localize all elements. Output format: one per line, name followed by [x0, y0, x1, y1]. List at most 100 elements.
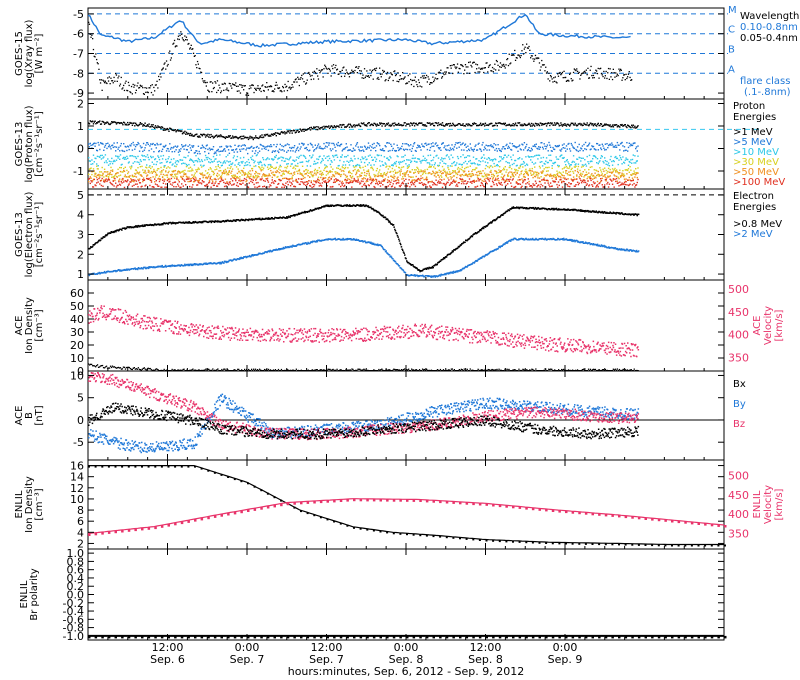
- proton-series-0-point: [105, 122, 107, 124]
- proton-series-0-point: [515, 124, 518, 127]
- proton-series-1-point: [171, 151, 173, 153]
- proton-series-5-point: [352, 180, 355, 182]
- proton-series-0-point: [484, 122, 487, 124]
- proton-series-5-point: [305, 181, 308, 183]
- proton-series-5-point: [613, 186, 615, 188]
- proton-series-2-point: [532, 156, 534, 158]
- proton-series-4-point: [227, 172, 229, 175]
- proton-series-0-point: [120, 122, 122, 124]
- xray-short-series-point: [502, 65, 504, 67]
- proton-series-2-point: [208, 157, 211, 160]
- proton-series-5-point: [464, 180, 467, 182]
- proton-series-2-point: [304, 156, 306, 158]
- proton-series-4-point: [331, 176, 333, 178]
- proton-series-5-point: [489, 177, 491, 180]
- proton-series-3-point: [232, 174, 235, 176]
- proton-series-5-point: [454, 181, 456, 183]
- proton-series-2-point: [372, 159, 374, 161]
- proton-series-5-point: [458, 182, 460, 184]
- proton-series-2-point: [518, 158, 520, 160]
- proton-series-5-point: [565, 183, 567, 185]
- proton-series-3-point: [597, 173, 599, 175]
- proton-series-5-point: [394, 180, 397, 182]
- proton-series-5-point: [412, 182, 414, 185]
- xray-short-series-point: [499, 62, 502, 64]
- proton-series-0-point: [294, 132, 297, 134]
- proton-series-5-point: [226, 182, 228, 184]
- proton-series-3-point: [146, 167, 148, 169]
- proton-series-1-point: [485, 144, 487, 146]
- proton-series-1-point: [351, 150, 353, 152]
- proton-series-1-point: [588, 143, 590, 146]
- xray-short-series-point: [535, 57, 537, 59]
- proton-series-0-point: [340, 126, 343, 128]
- proton-series-0-point: [232, 137, 235, 139]
- proton-series-2-point: [91, 159, 93, 161]
- xray-short-series-point: [584, 70, 586, 72]
- proton-series-5-point: [147, 178, 149, 180]
- xray-short-series-point: [420, 76, 422, 79]
- proton-series-5-point: [318, 185, 320, 187]
- proton-series-0-point: [565, 124, 567, 126]
- proton-series-0-point: [530, 122, 533, 125]
- proton-series-1-point: [551, 150, 553, 152]
- proton-series-3-point: [278, 166, 281, 168]
- proton-series-3-point: [109, 173, 111, 175]
- xray-short-series-point: [343, 66, 345, 68]
- proton-series-4-point: [196, 180, 199, 182]
- proton-series-0-point: [336, 125, 339, 127]
- proton-series-3-point: [281, 175, 283, 177]
- xray-short-series-point: [237, 85, 239, 87]
- proton-series-5-point: [406, 185, 408, 187]
- proton-series-3-point: [580, 166, 583, 168]
- proton-series-4-point: [173, 170, 175, 173]
- proton-series-0-point: [486, 124, 488, 126]
- proton-series-0-point: [538, 124, 541, 127]
- proton-series-5-point: [107, 179, 109, 181]
- proton-series-3-point: [196, 168, 199, 171]
- proton-series-5-point: [205, 184, 208, 186]
- proton-series-5-point: [142, 178, 144, 181]
- proton-series-0-point: [413, 122, 415, 124]
- xray-short-series-point: [402, 72, 404, 74]
- proton-series-4-point: [220, 177, 223, 179]
- proton-series-0-point: [88, 122, 90, 124]
- proton-series-1-point: [367, 146, 369, 148]
- xray-short-series-point: [402, 78, 405, 80]
- proton-series-2-point: [538, 154, 540, 156]
- proton-series-5-point: [288, 179, 290, 181]
- proton-series-5-point: [269, 184, 271, 186]
- proton-series-4-point: [305, 173, 308, 175]
- proton-series-4-point: [156, 174, 158, 176]
- proton-series-0-point: [490, 122, 492, 125]
- proton-series-2-point: [250, 156, 252, 159]
- proton-series-5-point: [390, 181, 392, 183]
- proton-series-4-point: [524, 176, 526, 178]
- proton-series-1-point: [381, 149, 383, 151]
- proton-series-1-point: [287, 149, 289, 152]
- proton-series-4-point: [236, 172, 239, 175]
- proton-series-2-point: [406, 159, 408, 161]
- proton-series-5-point: [88, 177, 91, 180]
- proton-series-0-point: [219, 135, 221, 138]
- xray-short-series-point: [320, 69, 323, 71]
- xray-short-series-point: [453, 64, 455, 66]
- proton-series-3-point: [536, 173, 538, 176]
- proton-series-2-point: [175, 160, 177, 162]
- proton-series-2-point: [92, 163, 94, 165]
- proton-series-4-point: [548, 174, 550, 176]
- proton-series-4-point: [568, 171, 570, 173]
- proton-series-2-point: [119, 158, 121, 160]
- proton-series-4-point: [380, 175, 382, 177]
- proton-series-5-point: [483, 185, 485, 188]
- proton-series-5-point: [406, 185, 409, 187]
- proton-series-2-point: [613, 160, 615, 163]
- xray-short-series-point: [570, 78, 572, 80]
- proton-series-3-point: [231, 168, 234, 170]
- proton-series-1-point: [136, 144, 138, 146]
- proton-series-1-point: [204, 147, 207, 150]
- proton-series-4-point: [123, 170, 126, 172]
- proton-series-1-point: [232, 149, 235, 151]
- proton-series-5-point: [587, 180, 589, 182]
- proton-series-2-point: [566, 159, 568, 161]
